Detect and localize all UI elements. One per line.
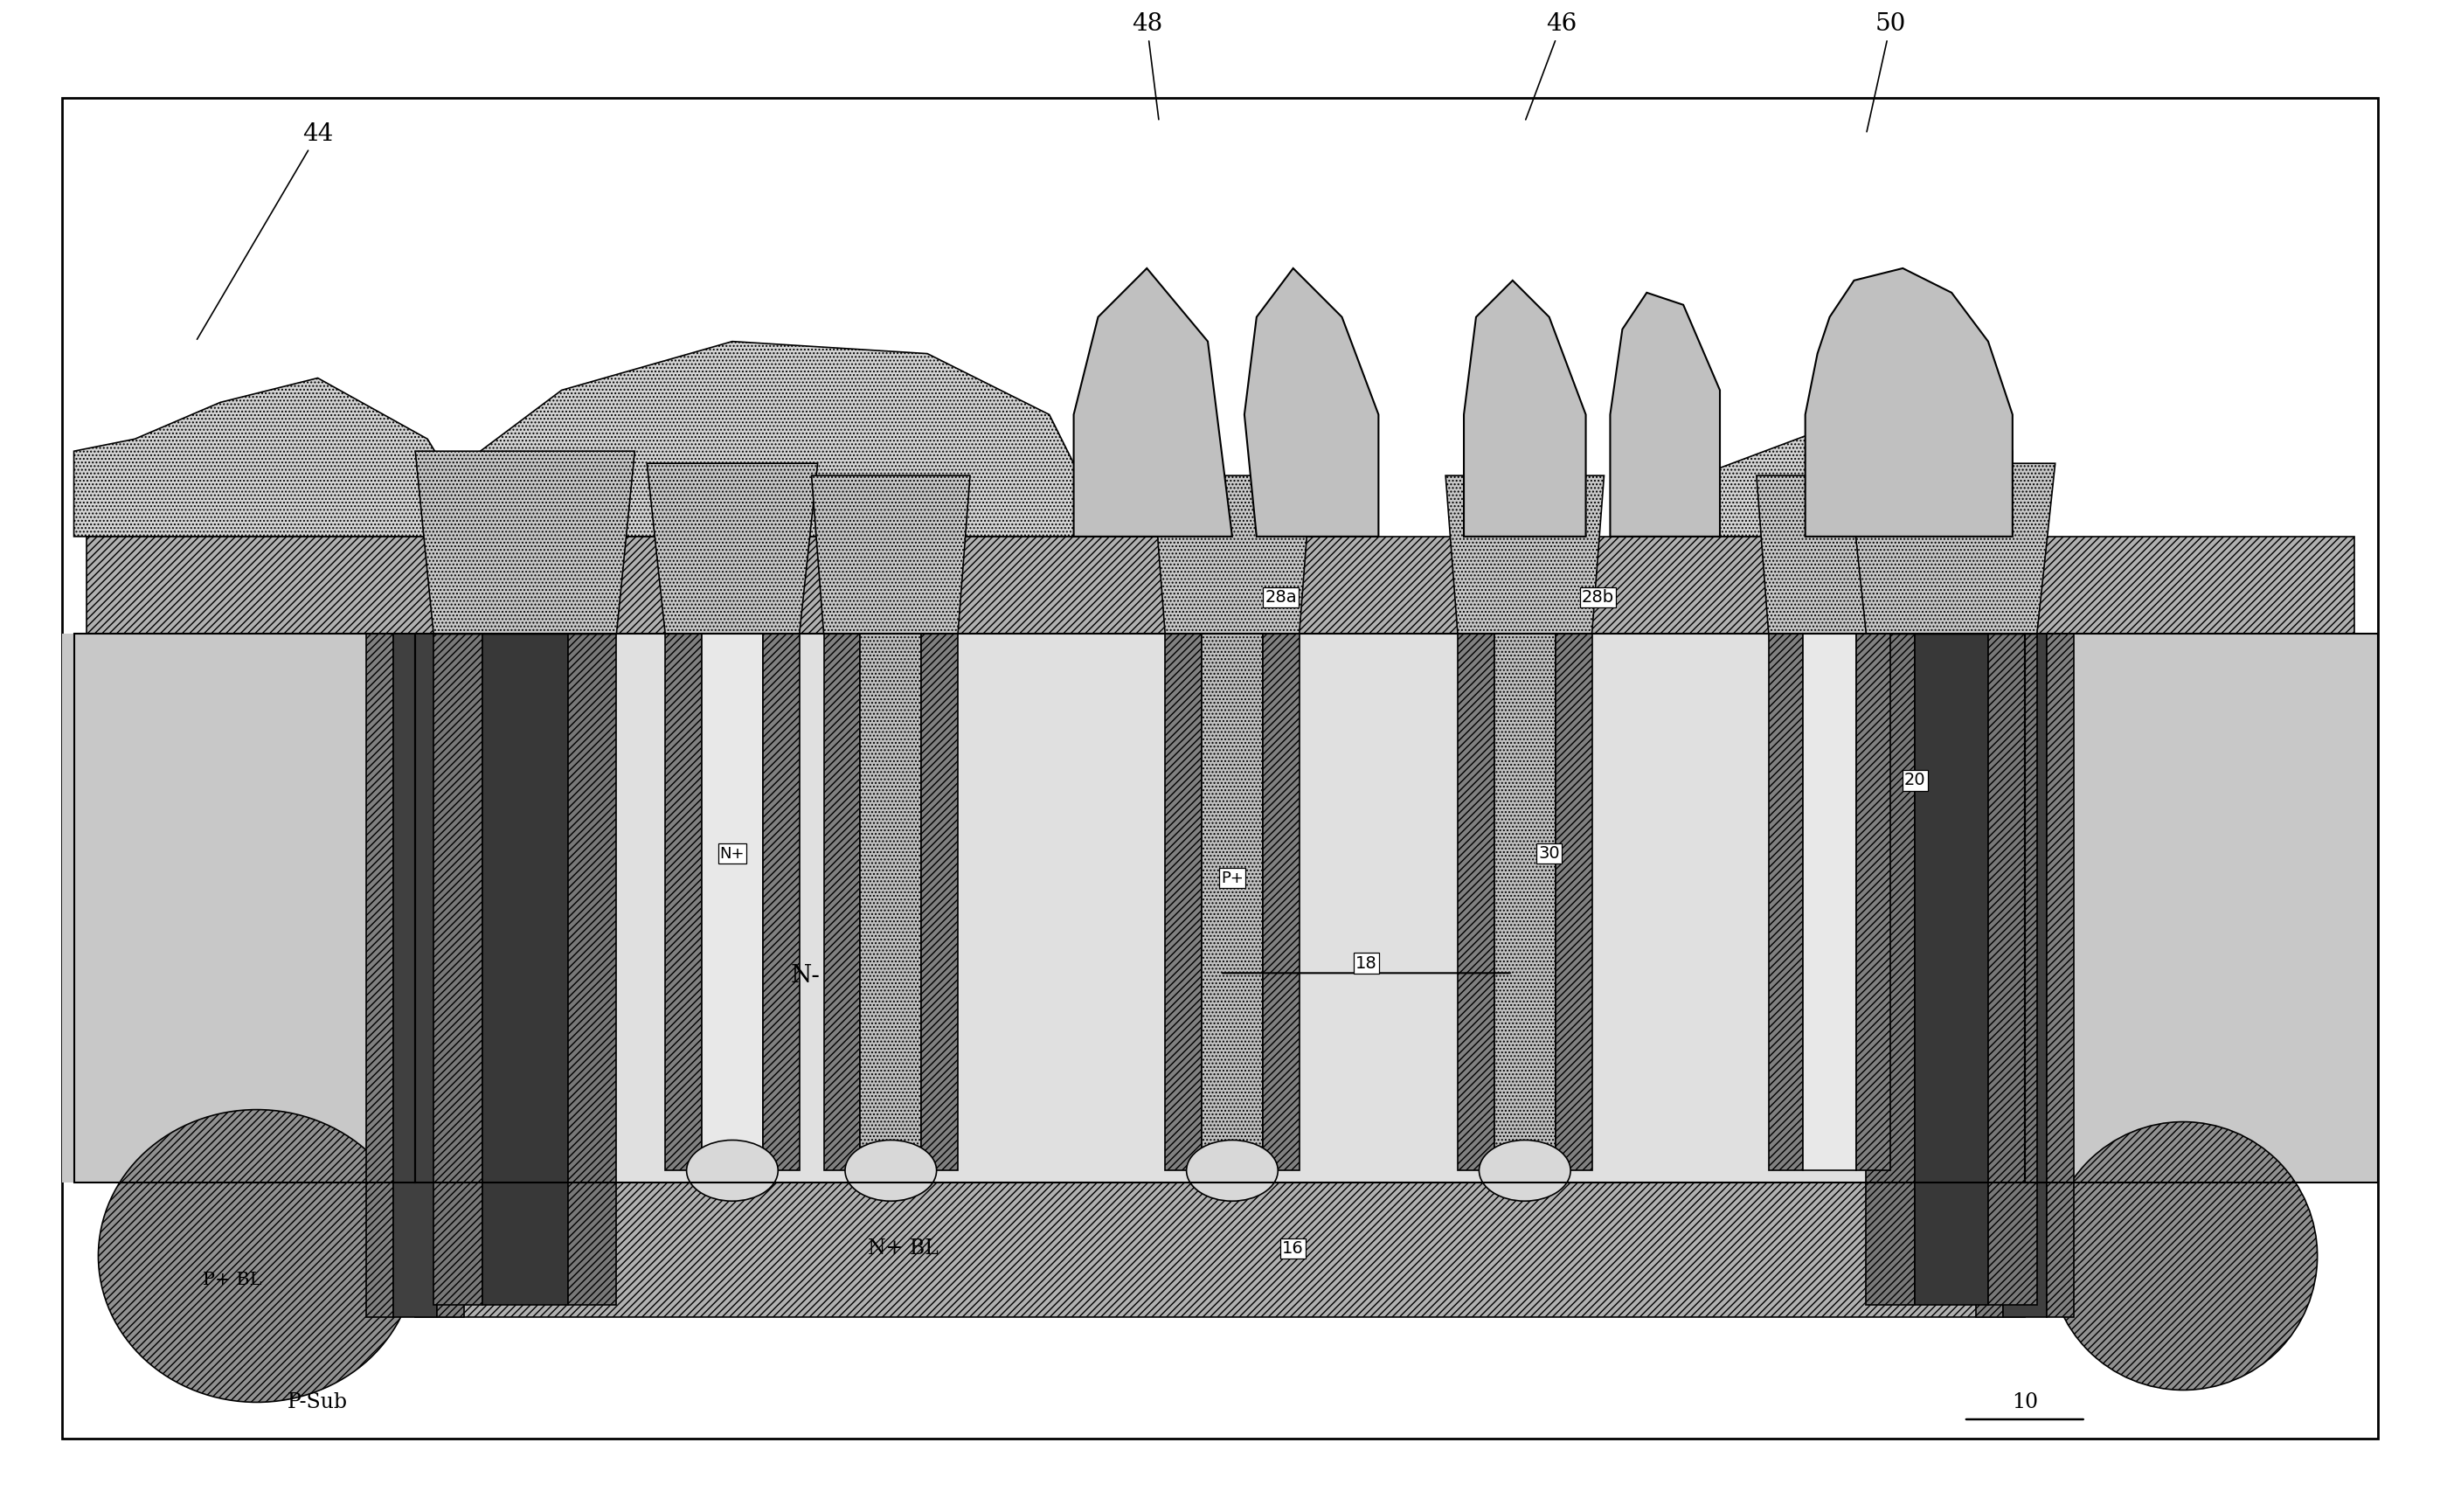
Bar — [666, 634, 703, 1170]
Bar — [1915, 634, 1989, 1305]
Bar — [2003, 634, 2047, 1317]
Text: N+: N+ — [720, 845, 744, 862]
Bar — [1203, 634, 1261, 1170]
Bar — [1867, 634, 1915, 1305]
Bar — [1166, 634, 1203, 1170]
Polygon shape — [647, 463, 817, 634]
Polygon shape — [1847, 463, 2054, 634]
Text: N-: N- — [791, 963, 820, 987]
Text: 50: 50 — [1867, 12, 1906, 132]
Bar — [703, 634, 764, 1170]
Polygon shape — [464, 342, 1086, 537]
Bar — [61, 634, 415, 1182]
Bar — [73, 634, 415, 1182]
Text: 30: 30 — [1540, 845, 1559, 862]
Bar — [1554, 634, 1591, 1170]
Polygon shape — [1444, 476, 1603, 634]
Text: 44: 44 — [198, 122, 334, 339]
Bar — [1976, 634, 2003, 1317]
Bar — [415, 1182, 2025, 1317]
Bar — [861, 634, 922, 1170]
Bar — [2025, 634, 2379, 1182]
Ellipse shape — [686, 1140, 778, 1201]
Ellipse shape — [2050, 1122, 2318, 1390]
Bar — [1989, 634, 2037, 1305]
Bar — [393, 634, 437, 1317]
Ellipse shape — [1479, 1140, 1571, 1201]
Bar — [366, 634, 393, 1317]
Bar — [415, 634, 2025, 1182]
Polygon shape — [1757, 476, 1903, 634]
Bar — [2025, 634, 2379, 1182]
Bar — [1857, 634, 1891, 1170]
Text: 28a: 28a — [1264, 590, 1298, 606]
Text: N+ BL: N+ BL — [869, 1238, 939, 1258]
Text: P+ BL: P+ BL — [203, 1272, 261, 1288]
Polygon shape — [813, 476, 971, 634]
Bar — [434, 634, 483, 1305]
Text: 10: 10 — [2011, 1393, 2037, 1412]
Polygon shape — [1244, 268, 1379, 537]
Polygon shape — [1074, 268, 1232, 537]
Text: 28b: 28b — [1581, 590, 1615, 606]
Bar — [764, 634, 800, 1170]
Bar — [61, 98, 2379, 1439]
Text: P+: P+ — [1220, 869, 1244, 886]
Bar — [2047, 634, 2074, 1317]
Bar — [415, 634, 2025, 1182]
Ellipse shape — [98, 1110, 415, 1402]
Bar — [825, 634, 861, 1170]
Polygon shape — [1610, 293, 1720, 537]
Polygon shape — [1635, 402, 2013, 537]
Bar — [922, 634, 959, 1170]
Bar — [1493, 634, 1554, 1170]
Bar — [85, 537, 2355, 634]
Polygon shape — [1806, 268, 2013, 537]
Text: 20: 20 — [1903, 773, 1925, 789]
Bar — [437, 634, 464, 1317]
Ellipse shape — [1186, 1140, 1279, 1201]
Bar — [483, 634, 569, 1305]
Bar — [1769, 634, 1803, 1170]
Polygon shape — [415, 451, 634, 634]
Text: P-Sub: P-Sub — [288, 1393, 349, 1412]
Polygon shape — [1464, 280, 1586, 537]
Text: 48: 48 — [1132, 12, 1161, 119]
Ellipse shape — [844, 1140, 937, 1201]
Text: 16: 16 — [1283, 1240, 1303, 1256]
Text: 46: 46 — [1525, 12, 1576, 119]
Bar — [1261, 634, 1298, 1170]
Text: 18: 18 — [1357, 956, 1376, 972]
Polygon shape — [1154, 476, 1310, 634]
Bar — [1457, 634, 1493, 1170]
Polygon shape — [73, 378, 464, 537]
Bar — [1803, 634, 1857, 1170]
Bar — [569, 634, 617, 1305]
